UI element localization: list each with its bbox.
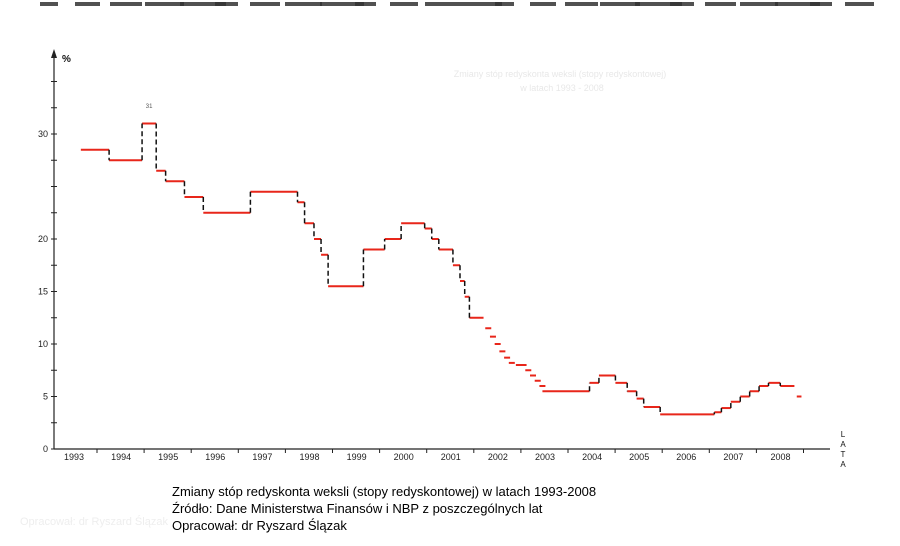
x-tick-label-2000: 2000 <box>394 452 414 462</box>
x-tick-label-2005: 2005 <box>629 452 649 462</box>
x-tick-label-2003: 2003 <box>535 452 555 462</box>
faded-chart-title: Zmiany stóp redyskonta weksli (stopy red… <box>454 69 667 93</box>
y-tick-label-30: 30 <box>38 129 48 139</box>
x-axis-title-letter: A <box>840 460 846 469</box>
y-axis-ticks: 0 5 10 15 20 30 <box>38 81 57 454</box>
top-cropped-text-band <box>40 2 874 6</box>
y-tick-label-5: 5 <box>43 392 48 402</box>
x-axis-title-letter: A <box>840 440 846 449</box>
x-tick-label-1997: 1997 <box>252 452 272 462</box>
y-tick-label-20: 20 <box>38 234 48 244</box>
cropped-text-fragment <box>110 2 142 6</box>
y-tick-label-15: 15 <box>38 287 48 297</box>
cropped-text-fragment <box>390 2 418 6</box>
x-tick-label-2008: 2008 <box>770 452 790 462</box>
cropped-text-fragment <box>635 2 682 6</box>
cropped-text-fragment <box>565 2 598 6</box>
cropped-text-fragment <box>600 2 640 6</box>
cropped-text-fragment <box>775 2 820 6</box>
cropped-text-fragment <box>75 2 100 6</box>
x-axis-title-letter: T <box>841 450 846 459</box>
cropped-text-fragment <box>810 2 832 6</box>
discount-rate-chart: Zmiany stóp redyskonta weksli (stopy red… <box>38 49 847 469</box>
cropped-text-fragment <box>845 2 874 6</box>
y-axis-arrow <box>51 49 57 58</box>
cropped-text-fragment <box>495 2 514 6</box>
x-axis-ticks: 1993 1994 1995 1996 1997 1998 1999 2000 2001 2002… <box>64 449 804 462</box>
cropped-text-fragment <box>425 2 460 6</box>
x-tick-label-1994: 1994 <box>111 452 131 462</box>
x-tick-label-2001: 2001 <box>441 452 461 462</box>
cropped-text-fragment <box>320 2 364 6</box>
cropped-text-fragment <box>670 2 694 6</box>
ghost-title-line-2: w latach 1993 - 2008 <box>519 83 604 93</box>
caption-author: Opracował: dr Ryszard Ślązak <box>172 518 347 533</box>
x-tick-label-1996: 1996 <box>205 452 225 462</box>
x-tick-label-1999: 1999 <box>347 452 367 462</box>
faded-author-caption: Opracował: dr Ryszard Ślązak <box>20 516 168 528</box>
x-tick-label-1995: 1995 <box>158 452 178 462</box>
cropped-text-fragment <box>145 2 184 6</box>
cropped-text-fragment <box>355 2 376 6</box>
cropped-text-fragment <box>530 2 556 6</box>
cropped-text-fragment <box>740 2 778 6</box>
x-axis-title-letter: L <box>841 430 846 439</box>
chart-axes: % <box>51 49 830 450</box>
cropped-text-fragment <box>460 2 502 6</box>
cropped-text-fragment <box>215 2 238 6</box>
cropped-text-fragment <box>250 2 280 6</box>
x-tick-label-2004: 2004 <box>582 452 602 462</box>
cropped-text-fragment <box>705 2 736 6</box>
y-tick-label-0: 0 <box>43 444 48 454</box>
chart-caption: Zmiany stóp redyskonta weksli (stopy red… <box>172 483 596 534</box>
x-tick-label-1993: 1993 <box>64 452 84 462</box>
x-tick-label-1998: 1998 <box>299 452 319 462</box>
cropped-text-fragment <box>180 2 226 6</box>
y-tick-label-10: 10 <box>38 339 48 349</box>
x-tick-label-2006: 2006 <box>676 452 696 462</box>
x-tick-label-2002: 2002 <box>488 452 508 462</box>
cropped-text-fragment <box>285 2 322 6</box>
y-axis-unit-label: % <box>62 54 71 65</box>
rate-series <box>80 122 802 416</box>
x-tick-label-2007: 2007 <box>723 452 743 462</box>
peak-annotation: 31 <box>146 104 153 110</box>
caption-title: Zmiany stóp redyskonta weksli (stopy red… <box>172 484 597 499</box>
cropped-text-fragment <box>40 2 58 6</box>
ghost-title-line-1: Zmiany stóp redyskonta weksli (stopy red… <box>454 69 667 79</box>
caption-source: Źródło: Dane Ministerstwa Finansów i NBP… <box>172 501 543 516</box>
